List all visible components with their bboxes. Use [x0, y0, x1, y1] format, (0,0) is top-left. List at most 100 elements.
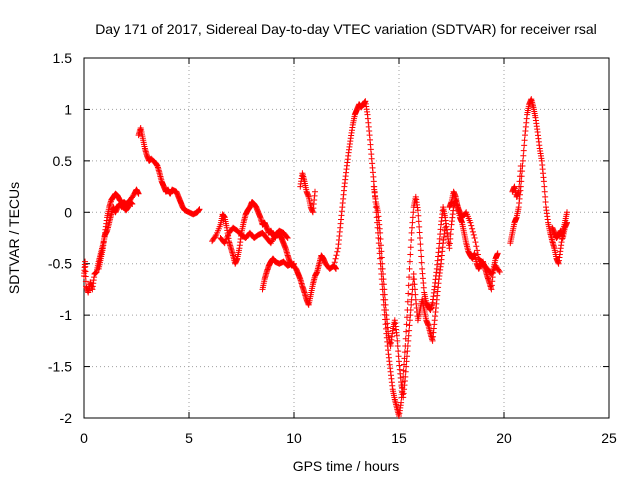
data-point: [417, 247, 424, 254]
data-point: [410, 271, 417, 277]
data-point: [411, 281, 418, 288]
x-tick-label: 0: [80, 430, 88, 446]
data-point: [401, 349, 408, 356]
data-point: [403, 358, 410, 365]
x-tick-label: 20: [496, 430, 512, 446]
y-tick-label: 1.5: [53, 50, 73, 66]
data-point: [519, 157, 526, 164]
data-point: [333, 252, 340, 259]
data-point: [515, 188, 522, 195]
data-point: [135, 190, 142, 197]
data-point: [379, 260, 386, 267]
data-point: [411, 276, 418, 283]
x-axis-label: GPS time / hours: [293, 458, 400, 474]
x-tick-label: 10: [286, 430, 302, 446]
y-tick-label: 1: [64, 101, 72, 117]
data-point: [331, 259, 338, 266]
data-point: [516, 173, 523, 180]
data-point: [415, 212, 422, 219]
x-tick-label: 15: [391, 430, 407, 446]
data-point: [408, 229, 415, 236]
data-point: [412, 291, 419, 298]
data-point: [541, 183, 548, 190]
data-point: [406, 327, 413, 334]
data-point: [330, 262, 337, 269]
data-point: [334, 248, 341, 255]
data-point: [378, 254, 385, 261]
y-tick-label: 0.5: [53, 153, 73, 169]
data-point: [404, 343, 411, 349]
data-point: [516, 183, 523, 190]
data-point: [398, 399, 405, 406]
data-point: [408, 237, 415, 244]
data-point: [517, 168, 524, 175]
data-point: [395, 348, 402, 355]
data-point: [403, 328, 410, 335]
data-point: [403, 314, 410, 321]
data-point: [411, 286, 418, 293]
data-series-rsal: [81, 96, 570, 419]
data-point: [212, 233, 219, 240]
x-tick-label: 5: [185, 430, 193, 446]
data-point: [312, 188, 318, 195]
data-point: [403, 363, 410, 370]
data-point: [520, 152, 527, 159]
data-point: [407, 312, 414, 319]
y-tick-label: -2: [60, 410, 73, 426]
data-point: [409, 214, 416, 221]
data-point: [409, 219, 416, 226]
data-point: [405, 332, 412, 339]
data-point: [380, 271, 387, 277]
data-point: [417, 235, 423, 241]
x-tick-label: 25: [601, 430, 617, 446]
data-point: [416, 229, 423, 236]
y-tick-label: -1.5: [48, 359, 72, 375]
data-point: [418, 259, 425, 266]
data-point: [521, 142, 528, 149]
data-point: [442, 224, 449, 231]
data-point: [370, 178, 377, 185]
data-point: [521, 137, 528, 144]
data-point: [378, 248, 385, 255]
data-point: [393, 332, 400, 339]
y-tick-label: -0.5: [48, 256, 72, 272]
data-point: [564, 219, 570, 226]
data-point: [404, 298, 411, 305]
data-point: [541, 188, 548, 195]
data-point: [472, 239, 479, 246]
data-point: [333, 265, 339, 272]
data-point: [406, 317, 413, 324]
data-point: [542, 199, 549, 205]
data-point: [414, 207, 421, 214]
y-tick-label: 0: [64, 204, 72, 220]
data-point: [516, 178, 523, 185]
chart-title: Day 171 of 2017, Sidereal Day-to-day VTE…: [95, 21, 597, 37]
data-point: [406, 265, 413, 272]
data-point: [520, 147, 527, 154]
data-point: [495, 267, 502, 274]
data-point: [129, 201, 136, 208]
data-point: [540, 178, 547, 185]
data-point: [469, 225, 476, 232]
y-tick-label: -1: [60, 307, 73, 323]
data-point: [405, 282, 412, 289]
data-point: [468, 222, 475, 229]
data-point: [380, 276, 387, 283]
data-point: [196, 206, 203, 213]
data-point: [406, 274, 413, 281]
data-point: [542, 193, 549, 200]
data-point: [382, 301, 389, 308]
data-point: [517, 163, 524, 169]
data-point: [471, 235, 478, 241]
data-point: [406, 258, 413, 265]
data-point: [284, 235, 291, 241]
data-point: [283, 233, 290, 240]
data-point: [407, 251, 414, 258]
data-point: [469, 228, 476, 235]
data-point: [403, 353, 410, 360]
plot-frame: [83, 57, 610, 419]
data-point: [417, 241, 424, 248]
data-point: [474, 247, 481, 254]
y-axis-label: SDTVAR / TECUs: [6, 182, 22, 294]
